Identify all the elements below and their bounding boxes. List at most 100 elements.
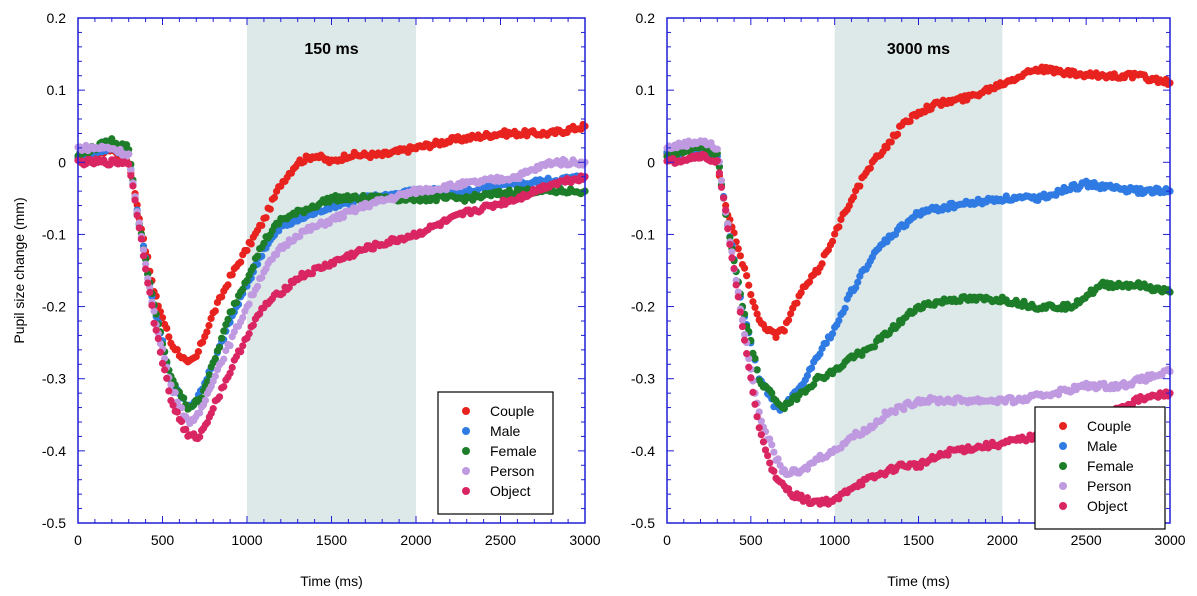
data-point bbox=[125, 150, 133, 158]
data-point bbox=[891, 408, 900, 417]
data-point bbox=[218, 334, 226, 342]
data-point bbox=[808, 364, 816, 372]
x-tick-label: 3000 bbox=[1154, 532, 1185, 548]
data-point bbox=[866, 164, 874, 172]
data-point bbox=[849, 193, 858, 201]
legend: Couple Male Female Person Object bbox=[1034, 406, 1166, 530]
data-point bbox=[787, 310, 795, 318]
x-tick-label: 2000 bbox=[400, 532, 431, 548]
data-point bbox=[751, 303, 759, 312]
data-point bbox=[757, 431, 765, 439]
data-point bbox=[841, 304, 849, 312]
data-point bbox=[810, 380, 818, 389]
data-point bbox=[784, 316, 793, 324]
data-point bbox=[171, 388, 179, 397]
data-point bbox=[906, 117, 914, 125]
legend-label: Female bbox=[1087, 458, 1134, 474]
data-point bbox=[887, 138, 895, 146]
data-point bbox=[339, 213, 348, 221]
data-point bbox=[719, 194, 728, 202]
x-tick-label: 1000 bbox=[819, 532, 850, 548]
data-point bbox=[228, 307, 236, 316]
data-point bbox=[163, 324, 171, 332]
data-point bbox=[224, 315, 232, 324]
data-point bbox=[270, 193, 279, 202]
panel-title: 150 ms bbox=[304, 41, 358, 58]
data-point bbox=[818, 260, 826, 268]
data-point bbox=[146, 288, 154, 296]
data-point bbox=[856, 182, 864, 190]
legend-marker bbox=[1059, 442, 1067, 450]
data-point bbox=[944, 451, 952, 459]
data-point bbox=[196, 433, 204, 441]
y-axis-label: Pupil size change (mm) bbox=[11, 197, 27, 343]
data-point bbox=[232, 299, 241, 307]
legend-marker bbox=[462, 447, 470, 455]
y-tick-label: -0.1 bbox=[631, 226, 655, 242]
data-point bbox=[883, 238, 891, 246]
data-point bbox=[203, 328, 211, 336]
data-point bbox=[749, 298, 757, 306]
data-point bbox=[260, 239, 268, 247]
x-tick-label: 0 bbox=[663, 532, 671, 548]
data-point bbox=[743, 272, 751, 280]
y-tick-label: 0 bbox=[58, 154, 66, 170]
data-point bbox=[1054, 391, 1063, 399]
data-point bbox=[828, 330, 837, 338]
data-point bbox=[207, 314, 215, 323]
data-point bbox=[135, 224, 143, 232]
data-point bbox=[158, 359, 167, 367]
data-point bbox=[150, 307, 158, 315]
data-point bbox=[724, 225, 732, 233]
y-tick-label: -0.3 bbox=[631, 371, 655, 387]
series-female bbox=[663, 141, 1174, 413]
data-point bbox=[205, 371, 213, 379]
legend-label: Male bbox=[1087, 438, 1118, 454]
data-point bbox=[129, 182, 137, 190]
data-point bbox=[239, 313, 247, 322]
data-point bbox=[201, 396, 210, 404]
data-point bbox=[253, 282, 262, 291]
data-point bbox=[203, 418, 212, 427]
data-point bbox=[144, 279, 152, 287]
data-point bbox=[835, 223, 843, 231]
data-point bbox=[139, 252, 148, 260]
data-point bbox=[753, 413, 761, 421]
data-point bbox=[722, 206, 730, 214]
data-point bbox=[127, 172, 135, 180]
legend-label: Female bbox=[490, 443, 537, 459]
legend-label: Person bbox=[1087, 478, 1131, 494]
x-axis-label: Time (ms) bbox=[887, 573, 949, 589]
data-point bbox=[243, 246, 251, 255]
data-point bbox=[165, 387, 173, 395]
data-point bbox=[831, 230, 839, 238]
legend-marker bbox=[1059, 482, 1067, 490]
data-point bbox=[237, 258, 245, 266]
data-point bbox=[883, 144, 891, 152]
data-point bbox=[715, 163, 723, 171]
data-point bbox=[944, 205, 952, 213]
legend-label: Object bbox=[490, 483, 531, 499]
y-tick-label: -0.5 bbox=[42, 515, 66, 531]
data-point bbox=[173, 346, 181, 354]
y-tick-label: -0.4 bbox=[631, 443, 655, 459]
data-point bbox=[732, 281, 740, 289]
data-point bbox=[726, 240, 734, 249]
chart-panel-1: 150 ms 0 500 1000 1500 2000 2500 3000 0.2 0.1 0 -0.… bbox=[11, 10, 601, 589]
data-point bbox=[743, 350, 751, 358]
data-point bbox=[148, 301, 156, 309]
x-tick-label: 2000 bbox=[987, 532, 1018, 548]
data-point bbox=[167, 381, 175, 389]
x-tick-label: 3000 bbox=[569, 532, 600, 548]
data-point bbox=[125, 160, 133, 168]
data-point bbox=[728, 254, 736, 262]
data-point bbox=[203, 377, 212, 386]
data-point bbox=[736, 308, 744, 316]
legend-marker bbox=[462, 467, 470, 475]
data-point bbox=[266, 205, 274, 213]
legend-label: Couple bbox=[490, 403, 535, 419]
data-point bbox=[713, 157, 721, 165]
data-point bbox=[142, 265, 150, 273]
data-point bbox=[228, 363, 236, 372]
data-point bbox=[753, 366, 761, 374]
